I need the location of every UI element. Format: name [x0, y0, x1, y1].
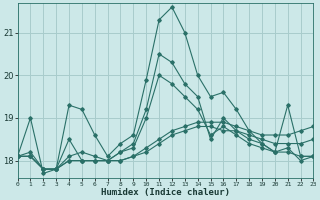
X-axis label: Humidex (Indice chaleur): Humidex (Indice chaleur) [101, 188, 230, 197]
